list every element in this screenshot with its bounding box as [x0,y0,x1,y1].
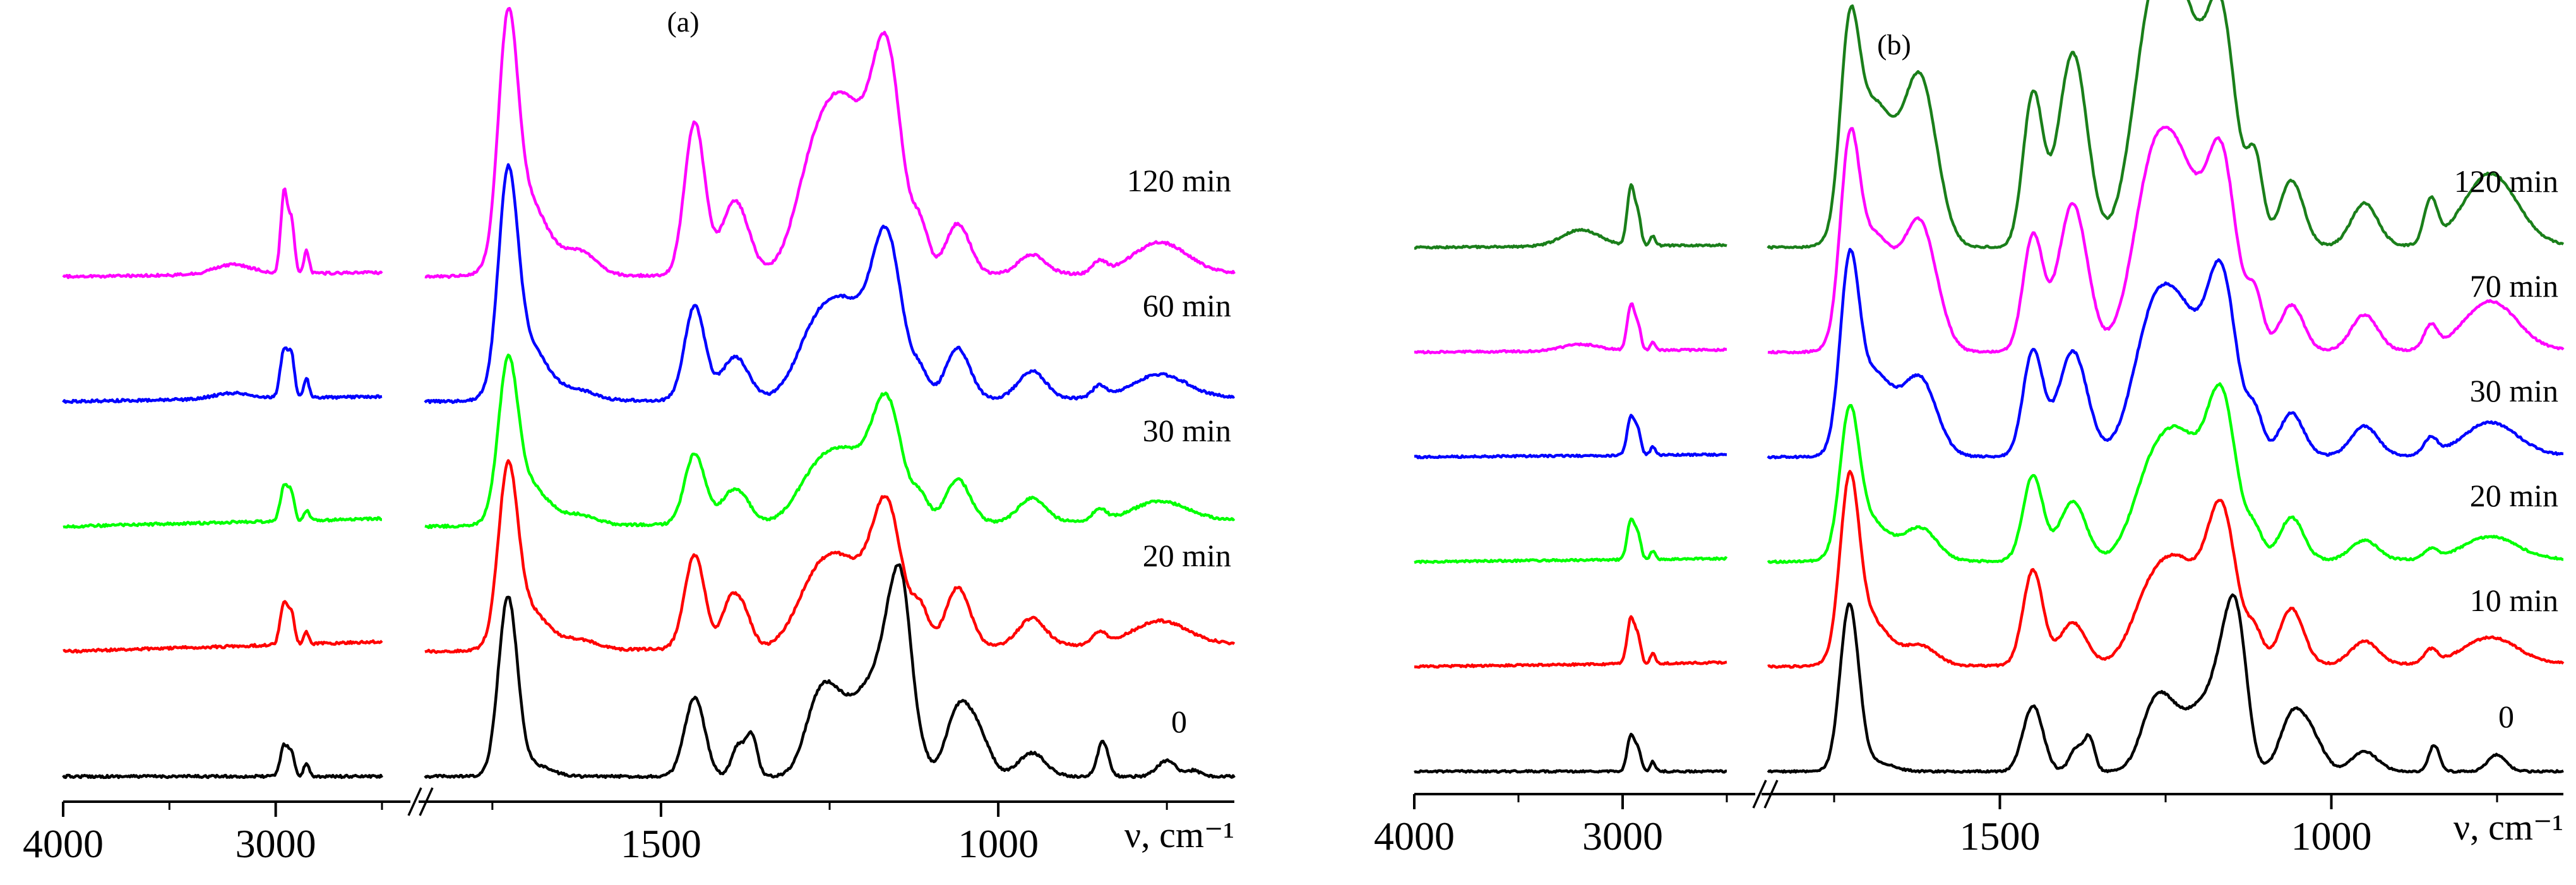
series-label: 30 min [2470,373,2558,408]
spectrum-line-right [424,459,1236,655]
spectrum-line-left [63,483,383,529]
series-70-min: 70 min [1414,126,2565,355]
spectrum-line-left [62,187,383,280]
spectrum-line-left [62,742,383,780]
spectrum-line-left [1414,732,1727,774]
spectrum-line-right [424,6,1236,279]
spectrum-line-left [1414,615,1727,669]
series-label: 20 min [2470,478,2558,513]
spectrum-line-right [1767,470,2565,669]
series-120-min: 120 min [1414,0,2565,250]
axis-break-mark [1763,780,1779,809]
x-axis-label: ν, cm⁻¹ [1124,814,1234,855]
series-label: 20 min [1143,538,1231,573]
x-tick-label: 1500 [1960,814,2041,858]
series-60-min: 60 min [62,163,1236,405]
series-label: 120 min [1127,163,1231,198]
panel-b: (b) 4000 3000 1500 1000 ν, cm⁻¹ 0 10 min 20 min 3… [1374,0,2565,858]
spectrum-line-left [1414,517,1728,564]
x-tick-label: 1000 [958,821,1039,866]
panel-a: (a) 4000 3000 1500 1000 ν, cm⁻¹ 0 20 min 30 min 6… [23,6,1236,866]
series-label: 0 [2498,699,2514,734]
panel-label: (b) [1877,28,1911,61]
axis-break-mark [419,787,434,816]
spectrum-line-right [1767,0,2565,250]
series-120-min: 120 min [62,6,1236,280]
x-tick-label: 4000 [1374,814,1455,858]
spectrum-line-right [1767,126,2565,355]
spectrum-line-left [1414,183,1727,250]
spectrum-line-right [424,563,1236,780]
series-20-min: 20 min [1414,382,2564,564]
series-label: 120 min [2454,163,2558,199]
x-tick-label: 3000 [236,821,316,866]
series-0: 0 [1414,593,2564,774]
x-axis-label: ν, cm⁻¹ [2454,807,2563,848]
spectrum-line-left [63,600,383,654]
spectrum-line-left [62,346,383,404]
series-20-min: 20 min [63,459,1236,655]
x-tick-label: 1500 [621,821,701,866]
series-label: 60 min [1143,288,1231,323]
series-label: 10 min [2470,583,2558,618]
series-label: 0 [1171,704,1187,739]
series-30-min: 30 min [1414,247,2564,460]
spectrum-line-right [424,353,1236,530]
panel-label: (a) [667,6,699,38]
spectrum-line-right [1767,382,2564,564]
series-10-min: 10 min [1414,470,2565,669]
spectrum-line-right [1767,247,2564,460]
x-tick-label: 1000 [2291,814,2372,858]
series-label: 70 min [2470,268,2558,304]
series-30-min: 30 min [63,353,1236,530]
spectrum-line-right [424,163,1236,405]
series-0: 0 [62,563,1236,780]
spectrum-line-left [1414,302,1727,355]
x-tick-label: 4000 [23,821,104,866]
series-label: 30 min [1143,413,1231,448]
spectrum-line-left [1414,413,1727,460]
axis-break-mark [407,787,422,816]
x-tick-label: 3000 [1582,814,1663,858]
axis-break-mark [1752,780,1767,809]
spectrum-line-right [1767,593,2564,774]
